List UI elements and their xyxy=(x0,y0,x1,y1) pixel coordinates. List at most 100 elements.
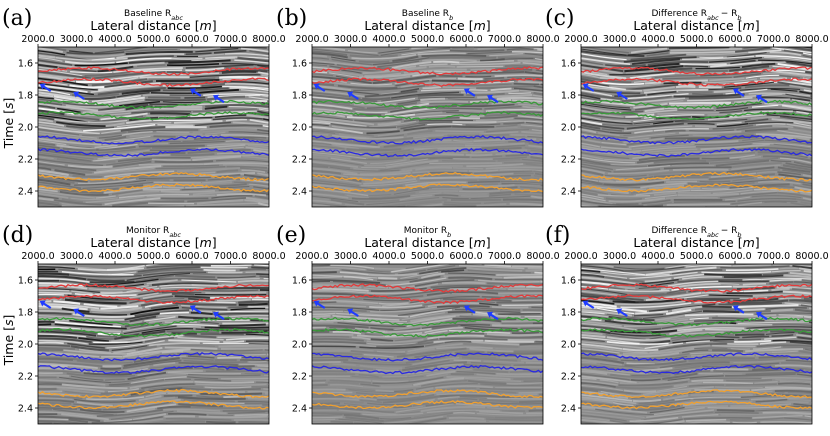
annotation-arrow-2 xyxy=(347,91,359,100)
horizon-green-2 xyxy=(38,110,269,121)
panel-a: 2000.0 3000.0 4000.0 5000.0 6000.0 7000.0 8000… xyxy=(1,6,286,208)
y-tick-label: 2.4 xyxy=(561,187,576,198)
x-axis-label: Lateral distance [m] xyxy=(90,18,216,33)
panel-title: Baseline Rb xyxy=(402,9,453,22)
y-tick-label: 1.6 xyxy=(18,59,33,70)
y-tick-label: 2.4 xyxy=(561,404,576,415)
horizon-green-2 xyxy=(312,110,543,121)
panel-letter: (e) xyxy=(276,223,306,248)
annotation-arrow-4 xyxy=(487,94,499,104)
horizon-red-1 xyxy=(38,65,269,76)
horizon-orange-1 xyxy=(312,171,543,182)
x-tick-label: 5000.0 xyxy=(680,251,713,262)
horizon-blue-2 xyxy=(38,365,269,374)
annotation-arrow-4 xyxy=(756,94,768,104)
x-tick-label: 4000.0 xyxy=(641,251,674,262)
horizon-red-1 xyxy=(38,283,269,293)
y-tick-label: 1.6 xyxy=(18,276,33,287)
annotation-arrow-2 xyxy=(616,91,628,100)
horizon-green-1 xyxy=(312,99,543,110)
x-tick-label: 4000.0 xyxy=(98,34,131,45)
panel-grid: 2000.0 3000.0 4000.0 5000.0 6000.0 7000.0 8000… xyxy=(1,6,829,425)
horizon-orange-2 xyxy=(581,183,812,193)
seismic-reflectors xyxy=(38,264,269,424)
y-tick-label: 2.0 xyxy=(18,340,33,351)
horizon-red-2 xyxy=(581,77,812,87)
horizon-green-1 xyxy=(581,316,812,327)
horizon-green-2 xyxy=(581,111,812,120)
x-tick-label: 5000.0 xyxy=(137,34,170,45)
horizon-red-2 xyxy=(312,294,543,305)
y-tick-label: 2.2 xyxy=(18,155,33,166)
horizon-orange-2 xyxy=(312,183,543,193)
y-tick-label: 2.2 xyxy=(18,372,33,383)
horizon-red-2 xyxy=(38,77,269,88)
panel-e: 2000.0 3000.0 4000.0 5000.0 6000.0 7000.0 8000… xyxy=(276,223,560,425)
x-tick-label: 2000.0 xyxy=(295,34,328,45)
horizon-red-2 xyxy=(38,294,269,304)
x-tick-label: 5000.0 xyxy=(411,251,444,262)
horizon-red-2 xyxy=(312,77,543,88)
annotation-arrow-4 xyxy=(213,311,225,321)
x-axis-label: Lateral distance [m] xyxy=(364,18,490,33)
panel-d: 2000.0 3000.0 4000.0 5000.0 6000.0 7000.0 8000… xyxy=(1,223,286,425)
panel-f: 2000.0 3000.0 4000.0 5000.0 6000.0 7000.0 8000… xyxy=(545,223,829,425)
horizon-blue-2 xyxy=(312,364,543,375)
y-tick-label: 2.2 xyxy=(292,372,307,383)
horizon-orange-1 xyxy=(38,388,269,399)
x-tick-label: 8000.0 xyxy=(795,251,828,262)
x-tick-label: 3000.0 xyxy=(60,251,93,262)
x-tick-label: 6000.0 xyxy=(175,34,208,45)
x-tick-label: 2000.0 xyxy=(21,251,54,262)
y-tick-label: 2.2 xyxy=(292,155,307,166)
y-tick-label: 2.4 xyxy=(18,187,33,198)
x-tick-label: 4000.0 xyxy=(372,251,405,262)
x-axis-label: Lateral distance [m] xyxy=(633,18,759,33)
annotation-arrow-3 xyxy=(189,305,202,314)
x-tick-label: 8000.0 xyxy=(526,251,559,262)
y-tick-label: 2.4 xyxy=(18,404,33,415)
panel-letter: (a) xyxy=(2,6,32,31)
horizon-blue-1 xyxy=(312,135,543,145)
x-tick-label: 8000.0 xyxy=(795,34,828,45)
y-tick-label: 2.0 xyxy=(292,123,307,134)
y-tick-label: 2.4 xyxy=(292,187,307,198)
horizon-red-1 xyxy=(581,66,812,76)
y-tick-label: 1.8 xyxy=(18,91,33,102)
y-tick-label: 2.4 xyxy=(292,404,307,415)
x-tick-label: 8000.0 xyxy=(252,34,285,45)
horizon-green-1 xyxy=(581,99,812,110)
x-tick-label: 3000.0 xyxy=(603,251,636,262)
x-tick-label: 7000.0 xyxy=(488,34,521,45)
x-tick-label: 6000.0 xyxy=(175,251,208,262)
x-tick-label: 7000.0 xyxy=(488,251,521,262)
horizon-orange-1 xyxy=(581,389,812,399)
x-tick-label: 8000.0 xyxy=(526,34,559,45)
y-tick-label: 1.8 xyxy=(561,91,576,102)
panel-letter: (d) xyxy=(2,223,33,248)
x-tick-label: 2000.0 xyxy=(295,251,328,262)
annotation-arrow-2 xyxy=(616,308,628,317)
annotation-arrow-4 xyxy=(756,311,768,321)
seismic-reflectors xyxy=(312,264,543,424)
y-tick-label: 1.6 xyxy=(292,276,307,287)
annotation-arrow-2 xyxy=(73,91,85,100)
panel-letter: (c) xyxy=(545,6,575,31)
panel-b: 2000.0 3000.0 4000.0 5000.0 6000.0 7000.0 8000… xyxy=(276,6,560,208)
horizon-blue-2 xyxy=(312,147,543,158)
x-tick-label: 7000.0 xyxy=(757,34,790,45)
horizon-blue-2 xyxy=(581,364,812,375)
annotation-arrow-4 xyxy=(213,94,225,104)
annotation-arrow-1 xyxy=(39,300,52,309)
horizon-red-1 xyxy=(312,66,543,76)
x-tick-label: 6000.0 xyxy=(718,34,751,45)
panel-title: Difference Rabc − Rb xyxy=(652,9,742,22)
horizon-blue-1 xyxy=(312,352,543,362)
horizon-orange-2 xyxy=(38,400,269,410)
y-tick-label: 2.0 xyxy=(561,123,576,134)
y-tick-label: 1.6 xyxy=(561,276,576,287)
panel-letter: (b) xyxy=(276,6,307,31)
y-tick-label: 1.8 xyxy=(292,308,307,319)
x-tick-label: 2000.0 xyxy=(564,251,597,262)
